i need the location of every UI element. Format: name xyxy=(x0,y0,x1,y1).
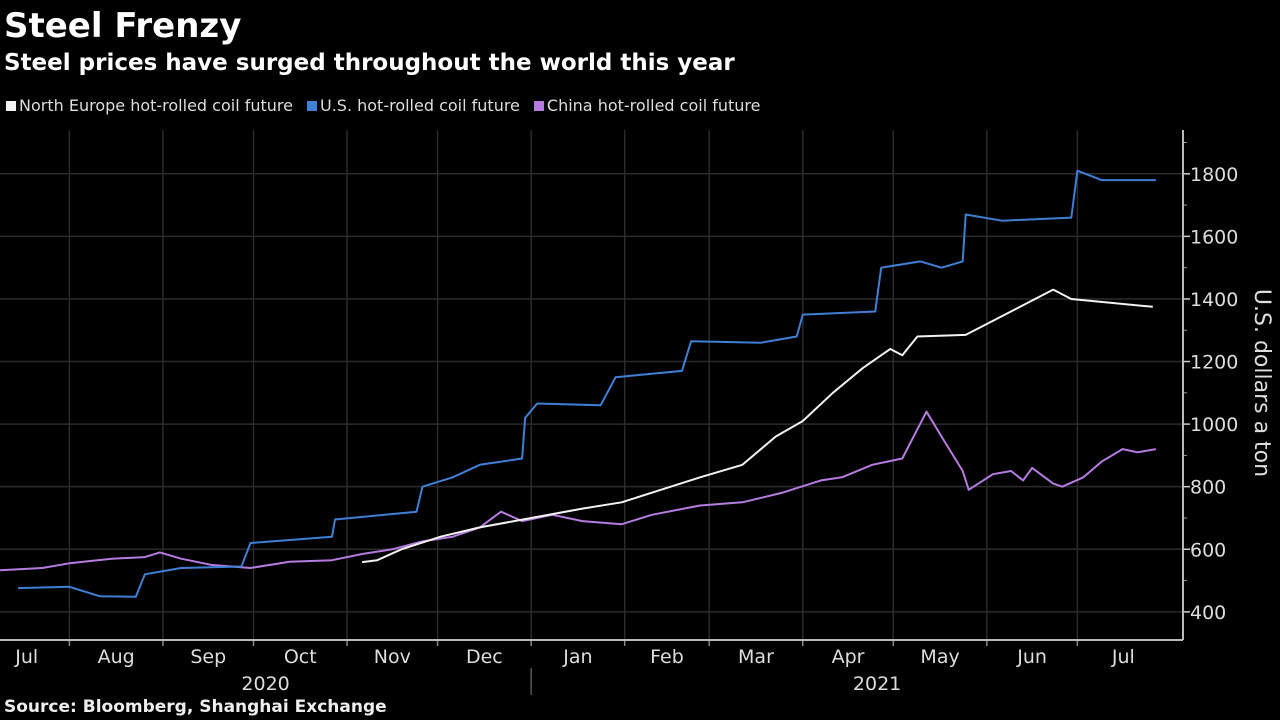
x-tick-label: Oct xyxy=(284,646,317,668)
y-tick-label: 1600 xyxy=(1190,226,1238,248)
y-tick-label: 1000 xyxy=(1190,414,1238,436)
legend-item-china: China hot-rolled coil future xyxy=(533,96,761,115)
x-tick-label: Jul xyxy=(14,646,38,668)
x-tick-label: Jan xyxy=(562,646,592,668)
x-tick-label: Jun xyxy=(1016,646,1047,668)
series-north-europe xyxy=(361,288,1153,564)
year-label-2020: 2020 xyxy=(241,673,289,695)
x-tick-label: Mar xyxy=(738,646,774,668)
x-tick-label: May xyxy=(920,646,959,668)
x-tick-label: Sep xyxy=(190,646,226,668)
x-tick-label: Dec xyxy=(466,646,503,668)
legend-swatch xyxy=(6,100,16,111)
y-tick-label: 1800 xyxy=(1190,164,1238,186)
y-tick-label: 1400 xyxy=(1190,289,1238,311)
legend-label: North Europe hot-rolled coil future xyxy=(19,96,293,115)
year-label-2021: 2021 xyxy=(853,673,901,695)
x-tick-label: Apr xyxy=(832,646,865,668)
series-us xyxy=(18,169,1156,598)
x-tick-label: Jul xyxy=(1111,646,1135,668)
series-china xyxy=(0,410,1156,572)
y-tick-label: 1200 xyxy=(1190,352,1238,374)
y-tick-label: 400 xyxy=(1190,602,1226,624)
x-tick-label: Aug xyxy=(98,646,135,668)
legend-item-north-europe: North Europe hot-rolled coil future xyxy=(6,96,293,115)
x-tick-label: Feb xyxy=(650,646,684,668)
x-tick-label: Nov xyxy=(374,646,411,668)
chart-title: Steel Frenzy xyxy=(4,6,242,46)
legend-swatch xyxy=(533,100,544,111)
series-line xyxy=(361,288,1153,564)
series-line xyxy=(18,169,1156,598)
y-axis-title: U.S. dollars a ton xyxy=(1249,289,1274,477)
legend: North Europe hot-rolled coil future U.S.… xyxy=(6,96,760,115)
series-line xyxy=(0,410,1156,572)
legend-label: U.S. hot-rolled coil future xyxy=(319,96,520,115)
y-tick-label: 800 xyxy=(1190,477,1226,499)
chart-subtitle: Steel prices have surged throughout the … xyxy=(4,50,735,76)
legend-swatch xyxy=(306,100,317,111)
legend-label: China hot-rolled coil future xyxy=(546,96,761,115)
y-tick-label: 600 xyxy=(1190,539,1226,561)
source-note: Source: Bloomberg, Shanghai Exchange xyxy=(4,697,387,717)
legend-item-us: U.S. hot-rolled coil future xyxy=(306,96,520,115)
